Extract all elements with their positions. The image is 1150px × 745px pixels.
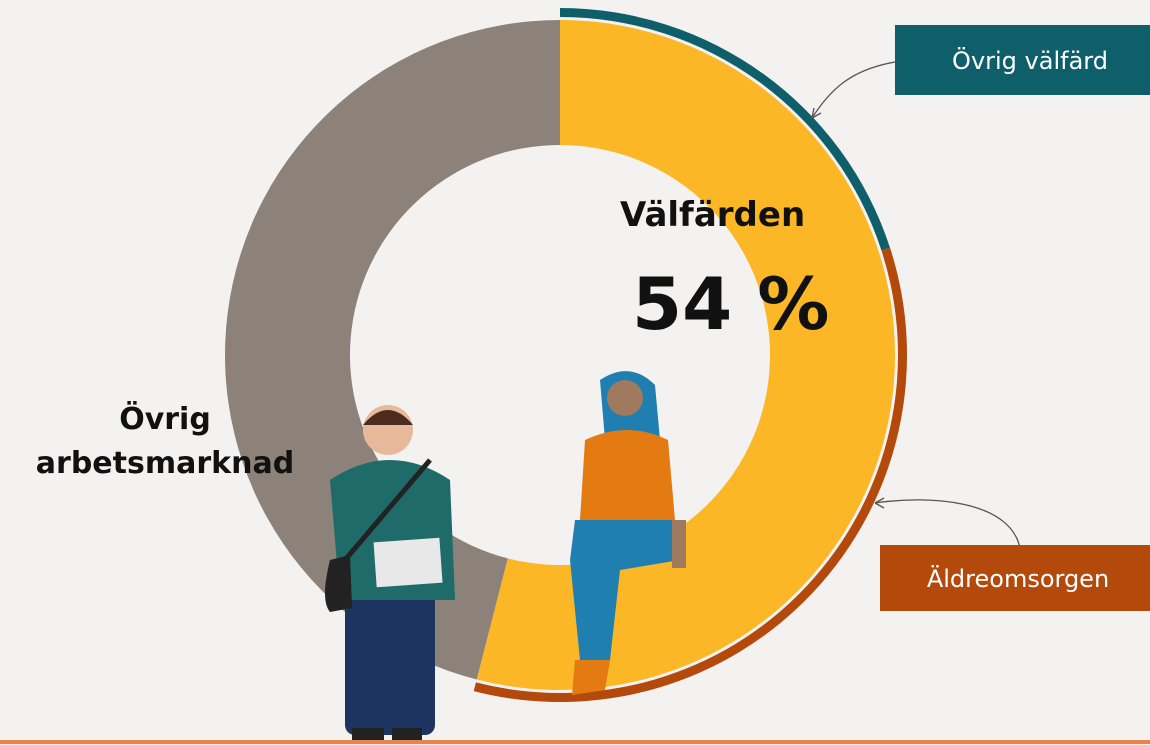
legend-label: Övrig välfärd (952, 46, 1108, 75)
outer-arc (560, 8, 891, 251)
value-label: 54 % (632, 262, 830, 346)
donut-slice (225, 19, 560, 680)
arrow-head (874, 497, 885, 509)
arrow-head (811, 107, 822, 119)
legend-label: Äldreomsorgen (927, 564, 1109, 593)
donut (225, 8, 907, 702)
legend-box (895, 25, 1150, 95)
illustration-person (325, 405, 455, 740)
category-label: Övrig arbetsmarknad (35, 402, 295, 481)
illustration-person (570, 371, 686, 695)
callout-arrow (811, 61, 896, 119)
legend-box (880, 545, 1150, 611)
callout-arrow (874, 499, 1021, 549)
donut-slice (476, 20, 895, 690)
category-label: Välfärden (620, 195, 806, 235)
